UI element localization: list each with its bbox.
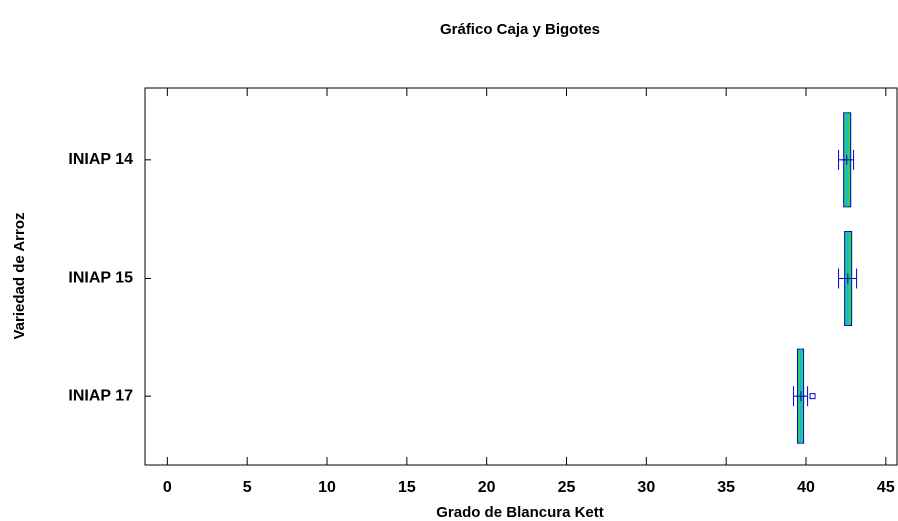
x-tick-label: 20	[478, 479, 496, 496]
y-tick-label: INIAP 14	[68, 151, 133, 168]
plot-frame	[144, 87, 898, 466]
x-tick-label: 30	[637, 479, 655, 496]
y-tick-label: INIAP 17	[68, 387, 133, 404]
x-tick-label: 25	[558, 479, 576, 496]
y-axis-label: Variedad de Arroz	[11, 213, 28, 340]
x-tick-label: 35	[717, 479, 735, 496]
y-tick-label: INIAP 15	[68, 270, 133, 287]
x-tick-label: 15	[398, 479, 416, 496]
chart-title: Gráfico Caja y Bigotes	[440, 21, 600, 38]
outlier	[809, 393, 816, 400]
x-tick-label: 5	[243, 479, 252, 496]
x-tick-label: 45	[877, 479, 895, 496]
x-axis-label: Grado de Blancura Kett	[436, 504, 604, 521]
x-tick-label: 0	[163, 479, 172, 496]
x-tick-label: 10	[318, 479, 336, 496]
x-tick-label: 40	[797, 479, 815, 496]
